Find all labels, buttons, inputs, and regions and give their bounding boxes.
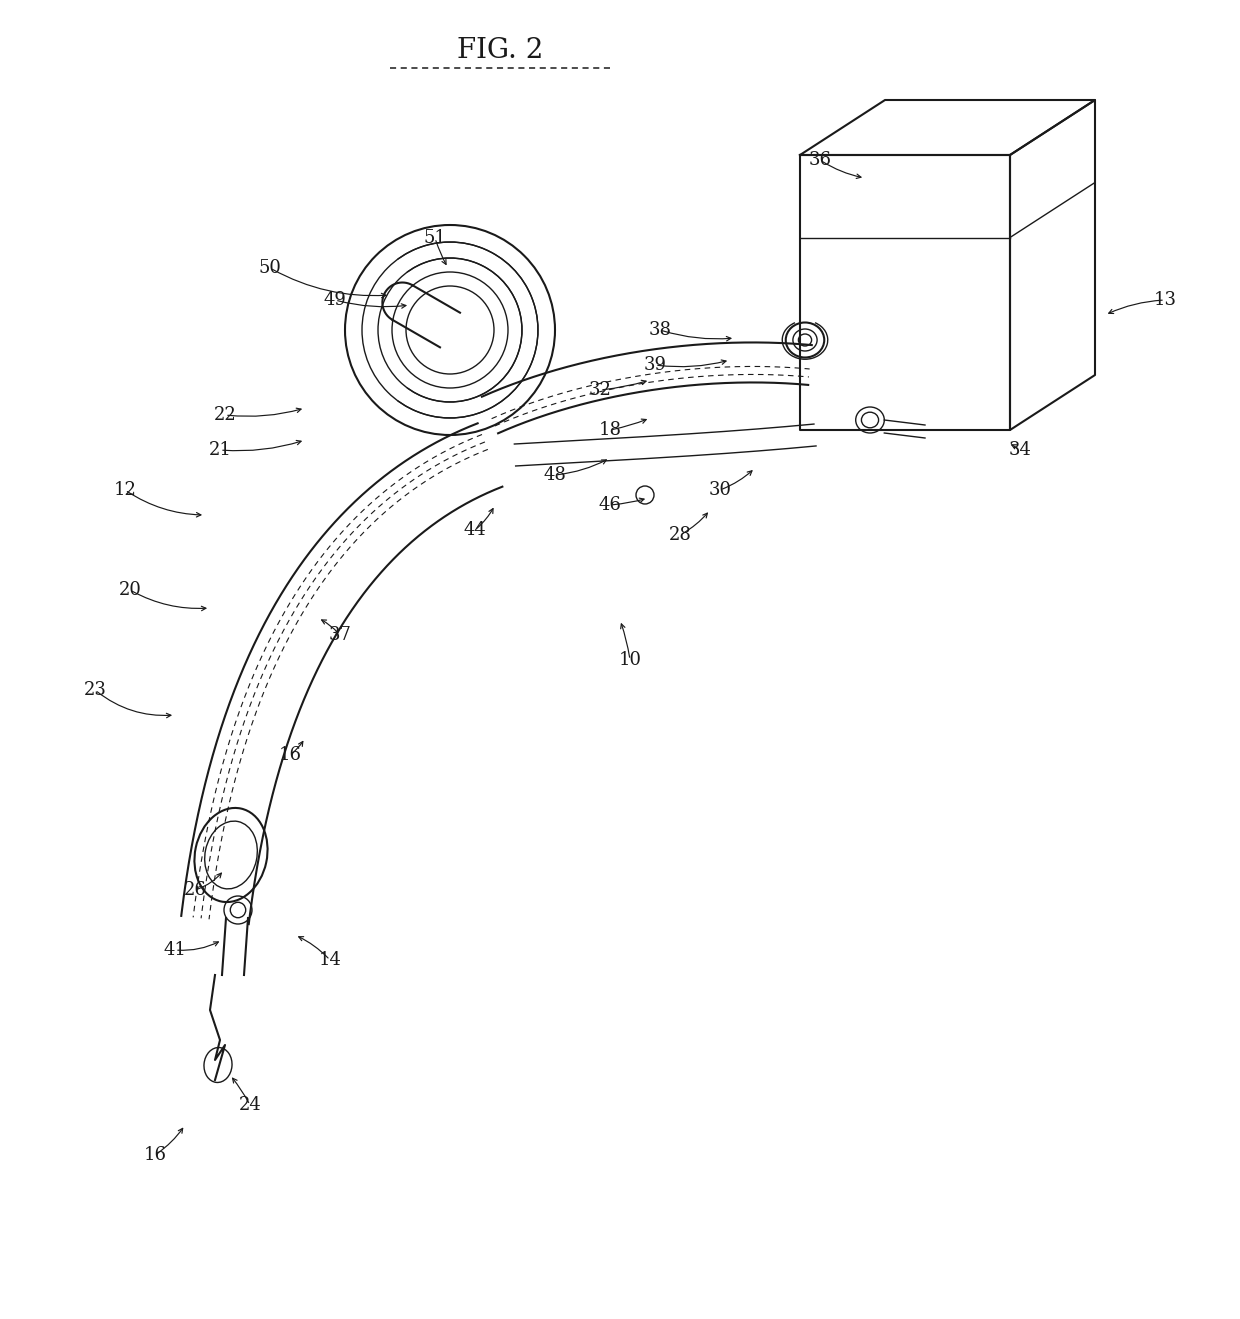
Text: 41: 41 (164, 940, 186, 959)
Text: 48: 48 (543, 466, 567, 484)
Text: 44: 44 (464, 521, 486, 539)
Text: 16: 16 (144, 1146, 166, 1163)
Text: 22: 22 (213, 406, 237, 423)
Text: 16: 16 (279, 747, 301, 764)
Text: 50: 50 (259, 259, 281, 277)
Text: 37: 37 (329, 627, 351, 644)
Text: 10: 10 (619, 652, 641, 669)
Text: 26: 26 (184, 881, 206, 900)
Text: 32: 32 (589, 381, 611, 400)
Text: 24: 24 (238, 1096, 262, 1115)
Text: 23: 23 (83, 681, 107, 699)
Text: 28: 28 (668, 526, 692, 543)
Text: 20: 20 (119, 580, 141, 599)
Text: 51: 51 (424, 230, 446, 247)
Text: 21: 21 (208, 441, 232, 459)
Text: 34: 34 (1008, 441, 1032, 459)
Text: 12: 12 (114, 481, 136, 499)
Text: 13: 13 (1153, 291, 1177, 309)
Text: 46: 46 (599, 496, 621, 514)
Text: 49: 49 (324, 291, 346, 309)
Text: 39: 39 (644, 356, 667, 375)
Text: 14: 14 (319, 951, 341, 969)
Text: 30: 30 (708, 481, 732, 499)
Text: FIG. 2: FIG. 2 (456, 37, 543, 63)
Text: 18: 18 (599, 421, 621, 439)
Text: 38: 38 (649, 321, 672, 339)
Text: 36: 36 (808, 150, 832, 169)
